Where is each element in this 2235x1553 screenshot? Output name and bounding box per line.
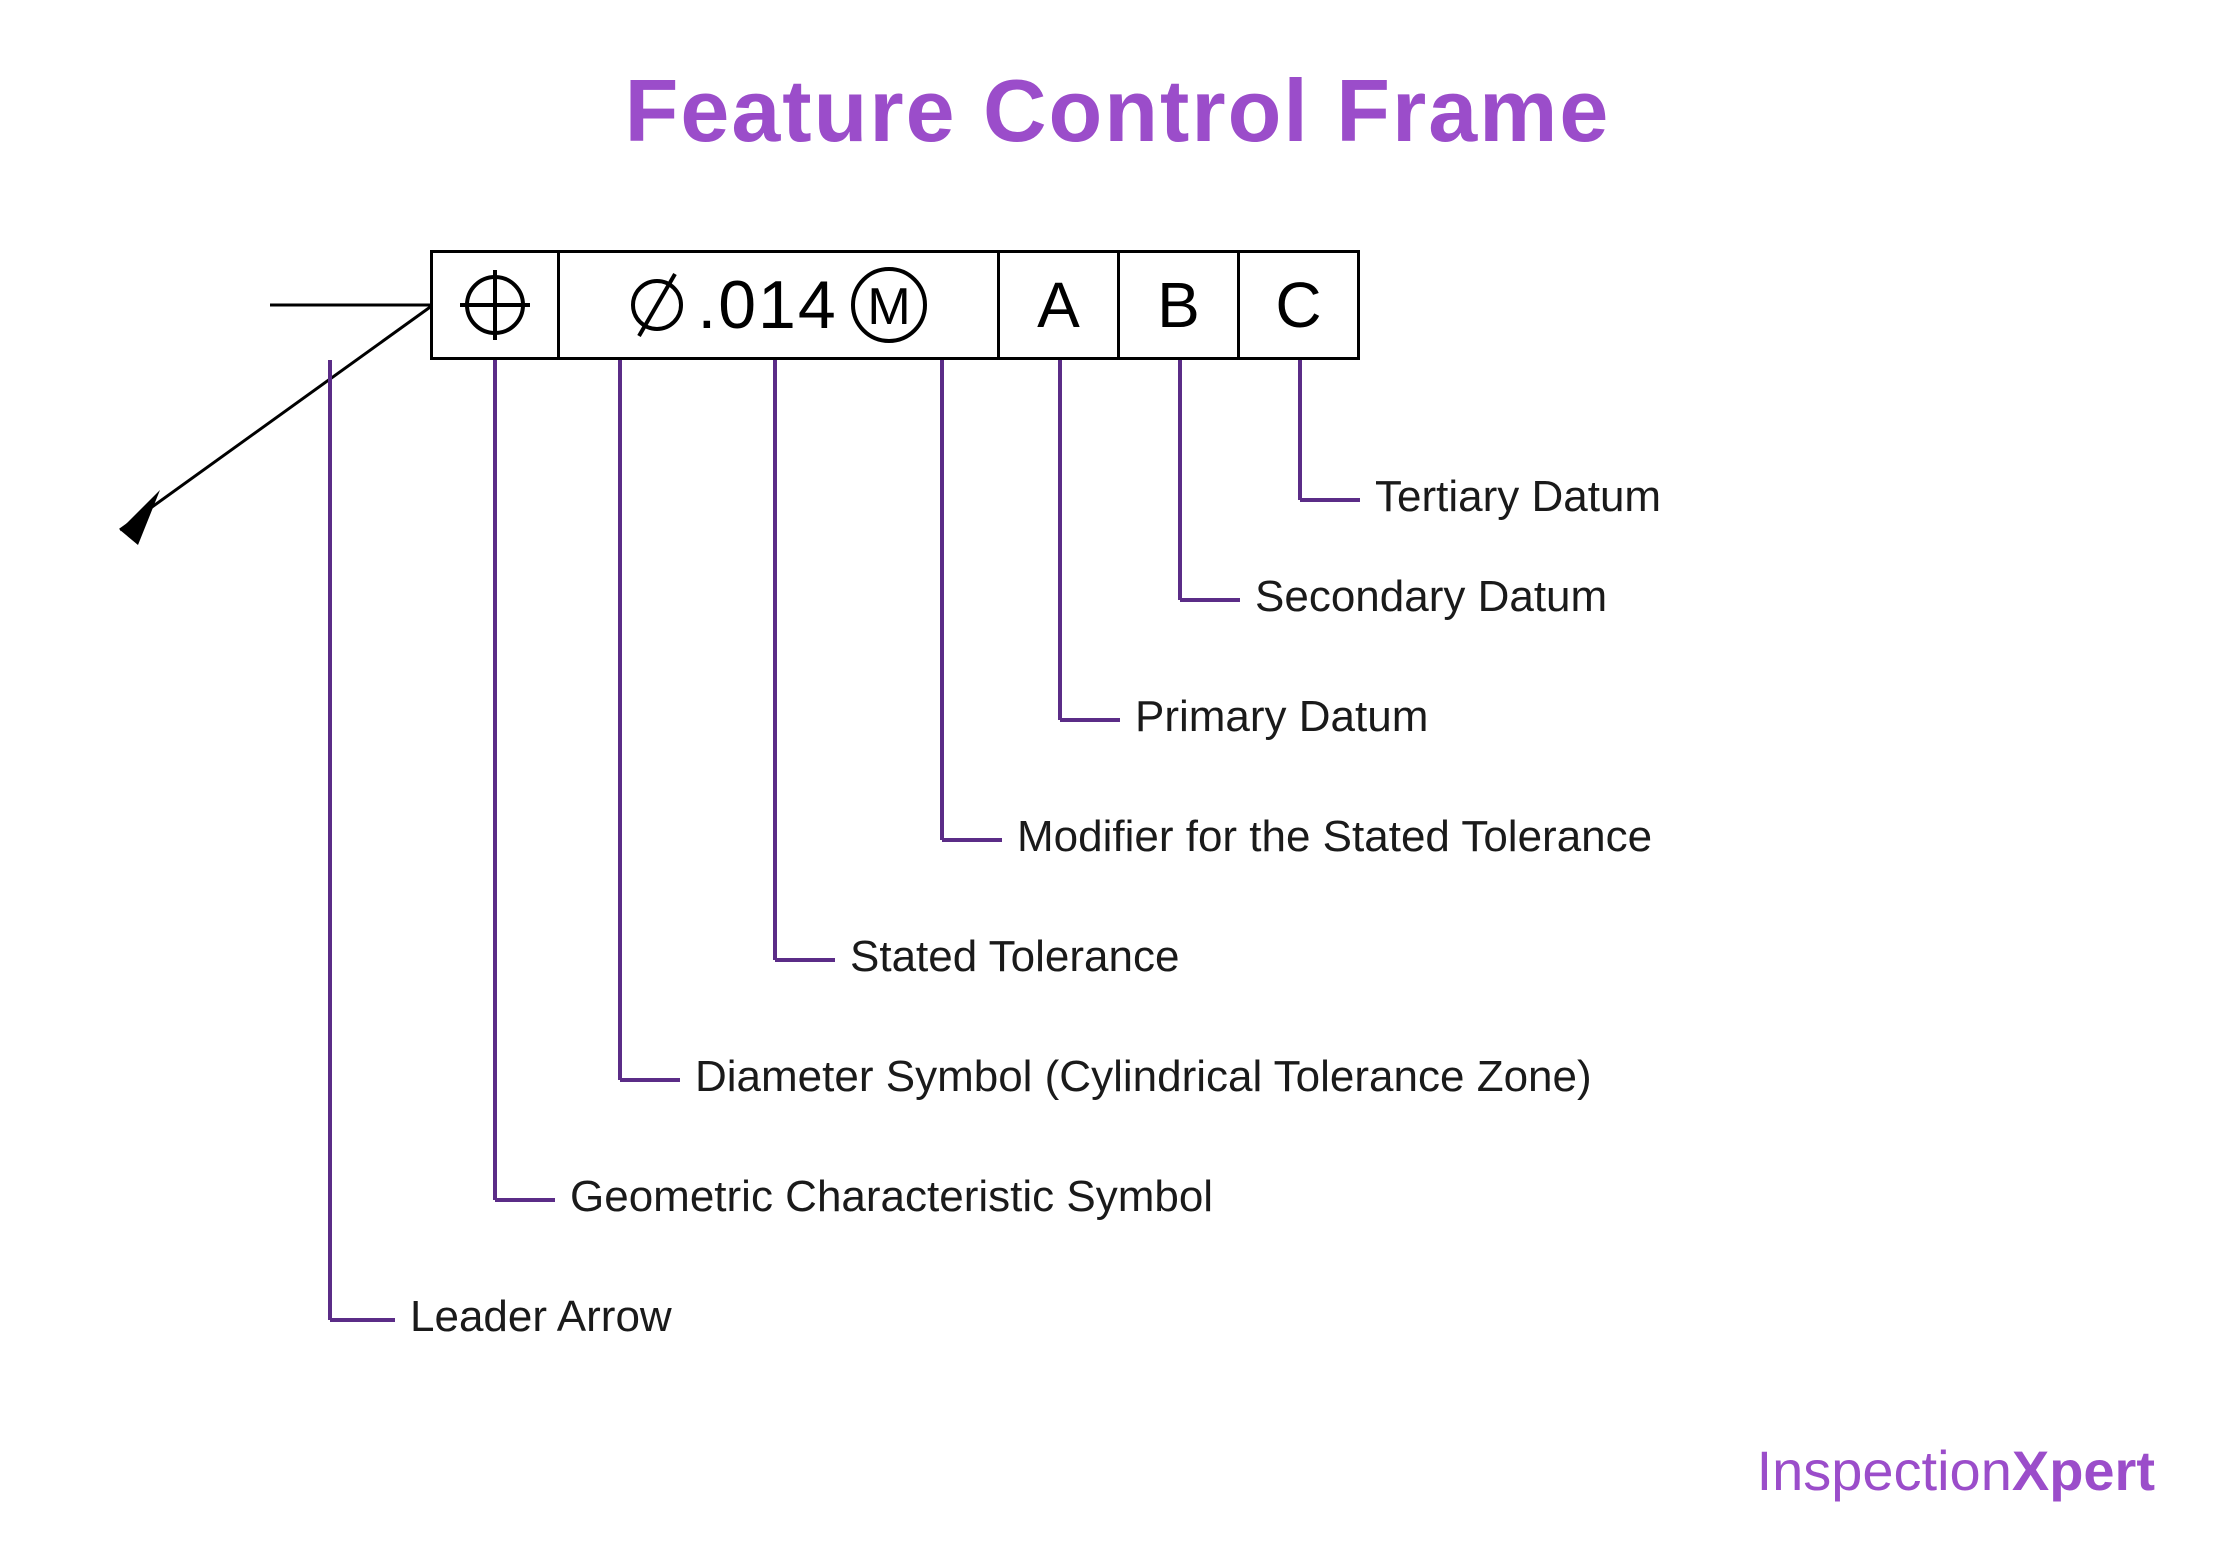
secondary-datum-cell: B (1120, 250, 1240, 360)
callout-label-geometric_symbol: Geometric Characteristic Symbol (570, 1172, 1213, 1222)
primary-datum-cell: A (1000, 250, 1120, 360)
leader-arrow-graphic (70, 250, 470, 600)
diameter-symbol-icon (629, 268, 685, 342)
tolerance-value: .014 (697, 266, 837, 344)
brand-part1: Inspection (1757, 1439, 2012, 1502)
callout-label-tertiary_datum: Tertiary Datum (1375, 472, 1661, 522)
callout-label-primary_datum: Primary Datum (1135, 692, 1428, 742)
brand-part2: Xpert (2012, 1439, 2155, 1502)
svg-text:M: M (867, 278, 910, 336)
position-symbol-icon (460, 270, 530, 340)
brand-logo: InspectionXpert (1757, 1438, 2155, 1503)
callout-label-stated_tolerance: Stated Tolerance (850, 932, 1179, 982)
geometric-characteristic-cell (430, 250, 560, 360)
page-title: Feature Control Frame (625, 60, 1611, 162)
callout-label-secondary_datum: Secondary Datum (1255, 572, 1607, 622)
tertiary-datum-cell: C (1240, 250, 1360, 360)
callout-label-modifier: Modifier for the Stated Tolerance (1017, 812, 1652, 862)
feature-control-frame: .014 M A B C (430, 250, 1360, 360)
callout-label-diameter_symbol: Diameter Symbol (Cylindrical Tolerance Z… (695, 1052, 1592, 1102)
tolerance-cell: .014 M (560, 250, 1000, 360)
callout-label-leader_arrow: Leader Arrow (410, 1292, 672, 1342)
modifier-icon: M (850, 266, 928, 344)
